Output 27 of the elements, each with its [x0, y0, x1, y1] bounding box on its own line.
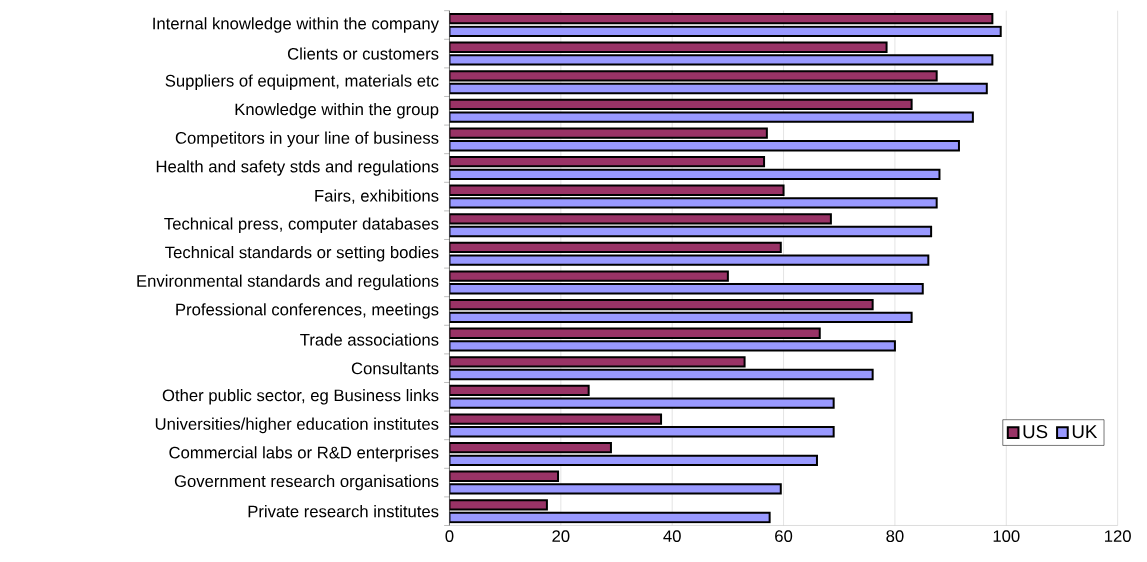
- x-tick-label: 60: [775, 530, 793, 542]
- y-tick-label: Fairs, exhibitions: [315, 189, 439, 204]
- y-tick-label: Consultants: [351, 361, 439, 375]
- y-tick-label: Private research institutes: [248, 504, 439, 518]
- y-tick-label: Government research organisations: [174, 474, 439, 491]
- y-tick-label: Other public sector, eg Business links: [162, 388, 439, 405]
- y-tick-label: Health and safety stds and regulations: [156, 160, 439, 176]
- y-tick-label: Universities/higher education institutes: [155, 417, 439, 434]
- y-tick-label: Professional conferences, meetings: [176, 303, 439, 319]
- x-tick-label: 80: [886, 530, 904, 542]
- y-tick-label: Competitors in your line of business: [175, 131, 439, 148]
- legend-label: US: [1023, 424, 1048, 439]
- x-tick-label: 40: [663, 530, 681, 542]
- y-tick-label: Technical standards or setting bodies: [165, 245, 439, 262]
- y-tick-label: Clients or customers: [287, 47, 439, 60]
- x-tick-label: 0: [445, 530, 454, 542]
- y-tick-label: Knowledge within the group: [235, 102, 439, 119]
- y-tick-label: Internal knowledge within the company: [153, 17, 439, 33]
- x-tick-label: 20: [552, 530, 570, 542]
- y-tick-label: Technical press, computer databases: [164, 217, 439, 233]
- y-tick-label: Commercial labs or R&D enterprises: [169, 446, 439, 462]
- y-tick-label: Trade associations: [300, 333, 439, 346]
- x-tick-label: 100: [993, 530, 1020, 542]
- x-tick-label: 120: [1105, 530, 1131, 542]
- y-tick-label: Environmental standards and regulations: [137, 274, 439, 291]
- legend-label: UK: [1072, 425, 1098, 439]
- y-tick-label: Suppliers of equipment, materials etc: [165, 74, 439, 90]
